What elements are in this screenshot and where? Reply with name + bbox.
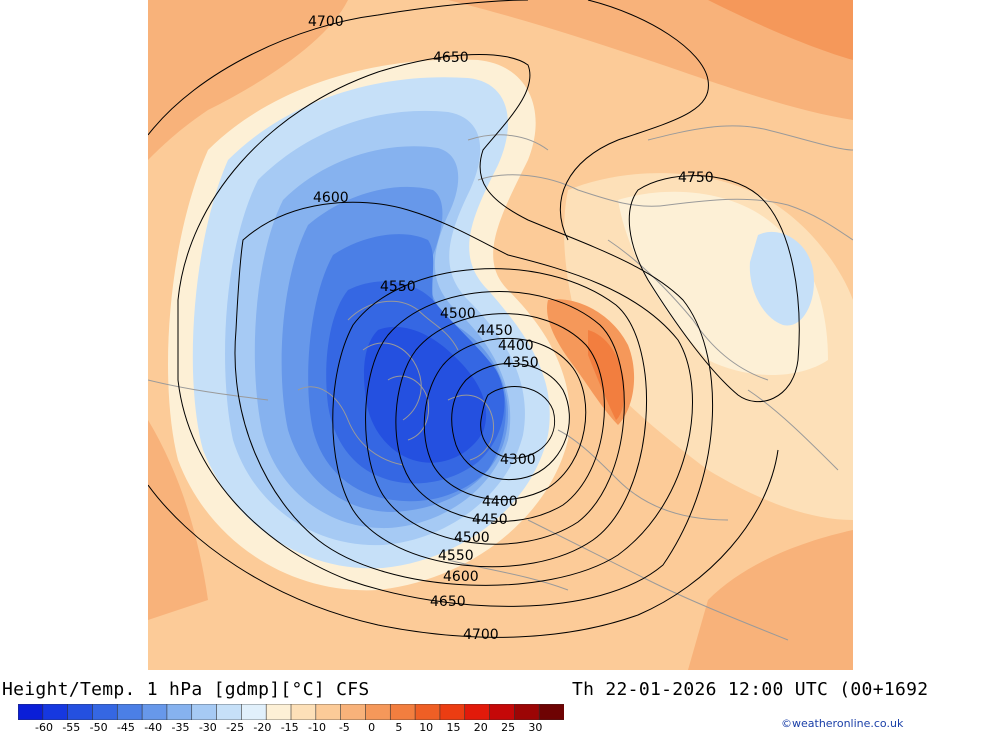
- colorbar-tick-label: -40: [144, 721, 163, 734]
- warm-anomaly-core: [588, 330, 625, 420]
- colorbar-swatch: [489, 704, 516, 720]
- colorbar-swatch: [365, 704, 392, 720]
- contour-label: 4600: [313, 190, 349, 206]
- contour-label: 4400: [482, 494, 518, 510]
- contour-label: 4750: [678, 170, 714, 186]
- warm-patch-topright: [708, 0, 853, 60]
- colorbar-tick-label: 25: [501, 721, 516, 734]
- colorbar-tick-label: 5: [395, 721, 403, 734]
- contour-4700-east: [559, 0, 709, 241]
- contour-label: 4450: [472, 512, 508, 528]
- contour-labels: 4700 4650 4600 4550 4500 4450 4400 4350 …: [308, 14, 714, 643]
- height-contours: [148, 0, 800, 638]
- colorbar-tick-label: -5: [338, 721, 350, 734]
- contour-label: 4300: [500, 452, 536, 468]
- colorbar-swatch: [191, 704, 218, 720]
- colorbar-tick-label: -55: [62, 721, 81, 734]
- colorbar-swatch: [42, 704, 69, 720]
- contour-4650: [177, 54, 714, 607]
- colorbar-swatch: [67, 704, 94, 720]
- colorbar-swatch: [216, 704, 243, 720]
- contour-label: 4500: [440, 306, 476, 322]
- colorbar-swatch: [464, 704, 491, 720]
- contour-4550: [332, 268, 647, 568]
- colorbar-swatch: [92, 704, 119, 720]
- colorbar-swatch: [414, 704, 441, 720]
- warm-patch-bottomright: [688, 530, 853, 670]
- credit-link[interactable]: ©weatheronline.co.uk: [781, 717, 904, 730]
- colorbar-swatch: [538, 704, 564, 720]
- contour-4450: [395, 313, 605, 522]
- coastlines: [148, 125, 853, 641]
- colorbar-ticks: -60 -55 -50 -45 -40 -35 -30 -25 -20 -15 -10 -5 0 5 10 1…: [0, 721, 600, 735]
- warm-patch-topleft: [148, 0, 348, 160]
- contour-label: 4450: [477, 323, 513, 339]
- temperature-height-map: 4700 4650 4600 4550 4500 4450 4400 4350 …: [148, 0, 853, 670]
- warm-patch-top: [448, 0, 853, 120]
- contour-4700-south: [148, 449, 779, 638]
- colorbar-swatch: [439, 704, 466, 720]
- contour-label: 4550: [438, 548, 474, 564]
- colorbar-swatch: [290, 704, 317, 720]
- contour-4350: [451, 362, 570, 481]
- contour-4600: [234, 201, 693, 586]
- contour-label: 4500: [454, 530, 490, 546]
- chart-title: Height/Temp. 1 hPa [gdmp][°C] CFS: [2, 679, 370, 700]
- colorbar-swatch: [340, 704, 367, 720]
- colorbar-swatch: [315, 704, 342, 720]
- colorbar-tick-label: -50: [89, 721, 108, 734]
- colorbar-swatch: [18, 704, 44, 720]
- contour-label: 4600: [443, 569, 479, 585]
- contour-4400: [423, 338, 587, 501]
- colorbar-tick-label: 20: [473, 721, 488, 734]
- colorbar-tick-label: -35: [171, 721, 190, 734]
- contour-label: 4550: [380, 279, 416, 295]
- colorbar-tick-label: 30: [528, 721, 543, 734]
- contour-label: 4350: [503, 355, 539, 371]
- colorbar-tick-label: -15: [280, 721, 299, 734]
- colorbar-tick-label: 0: [368, 721, 376, 734]
- colorbar-tick-label: -30: [198, 721, 217, 734]
- colorbar-swatch: [116, 704, 143, 720]
- colorbar-swatch: [166, 704, 193, 720]
- colorbar-swatch: [514, 704, 540, 720]
- contour-label: 4650: [430, 594, 466, 610]
- colorbar-swatch: [141, 704, 168, 720]
- colorbar-tick-label: 10: [419, 721, 434, 734]
- colorbar-swatch: [389, 704, 416, 720]
- valid-time: Th 22-01-2026 12:00 UTC (00+1692: [572, 679, 929, 700]
- colorbar-tick-label: -60: [35, 721, 53, 734]
- contour-label: 4650: [433, 50, 469, 66]
- colorbar: [18, 704, 564, 720]
- colorbar-swatch: [265, 704, 292, 720]
- contour-4500: [365, 291, 625, 545]
- colorbar-tick-label: 15: [446, 721, 461, 734]
- contour-label: 4700: [308, 14, 344, 30]
- contour-4300: [480, 386, 555, 459]
- contour-label: 4700: [463, 627, 499, 643]
- colorbar-tick-label: -25: [226, 721, 245, 734]
- colorbar-tick-label: -45: [116, 721, 135, 734]
- colorbar-tick-label: -20: [253, 721, 272, 734]
- contour-label: 4400: [498, 338, 534, 354]
- contour-4750: [628, 175, 800, 403]
- colorbar-tick-label: -10: [308, 721, 326, 734]
- contour-4700: [148, 0, 529, 136]
- colorbar-swatch: [241, 704, 267, 720]
- cold-core-deep: [363, 326, 487, 463]
